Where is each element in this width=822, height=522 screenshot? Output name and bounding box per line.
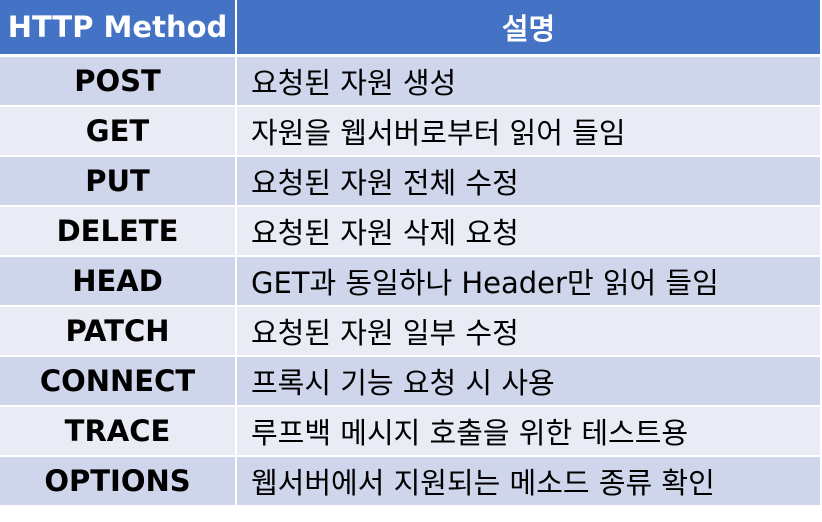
method-cell: PATCH bbox=[0, 306, 237, 357]
description-cell: 요청된 자원 일부 수정 bbox=[236, 306, 820, 357]
table-row-head: HEAD GET과 동일하나 Header만 읽어 들임 bbox=[0, 256, 820, 307]
description-cell: 요청된 자원 삭제 요청 bbox=[236, 206, 820, 257]
method-cell: OPTIONS bbox=[0, 456, 237, 507]
table-row-connect: CONNECT 프록시 기능 요청 시 사용 bbox=[0, 356, 820, 407]
method-cell: TRACE bbox=[0, 406, 237, 457]
description-cell: 요청된 자원 전체 수정 bbox=[236, 156, 820, 207]
description-cell: 루프백 메시지 호출을 위한 테스트용 bbox=[236, 406, 820, 457]
description-cell: 요청된 자원 생성 bbox=[236, 55, 820, 107]
table-row-delete: DELETE 요청된 자원 삭제 요청 bbox=[0, 206, 820, 257]
method-cell: HEAD bbox=[0, 256, 237, 307]
table-header-row: HTTP Method 설명 bbox=[0, 0, 820, 57]
description-cell: GET과 동일하나 Header만 읽어 들임 bbox=[236, 256, 820, 307]
table-row-trace: TRACE 루프백 메시지 호출을 위한 테스트용 bbox=[0, 406, 820, 457]
description-column-header: 설명 bbox=[236, 0, 820, 57]
method-cell: CONNECT bbox=[0, 356, 237, 407]
method-cell: POST bbox=[0, 55, 237, 107]
description-cell: 웹서버에서 지원되는 메소드 종류 확인 bbox=[236, 456, 820, 507]
method-cell: PUT bbox=[0, 156, 237, 207]
method-cell: GET bbox=[0, 106, 237, 157]
method-cell: DELETE bbox=[0, 206, 237, 257]
table-row-patch: PATCH 요청된 자원 일부 수정 bbox=[0, 306, 820, 357]
http-methods-table: HTTP Method 설명 POST 요청된 자원 생성 GET 자원을 웹서… bbox=[0, 0, 820, 507]
description-cell: 자원을 웹서버로부터 읽어 들임 bbox=[236, 106, 820, 157]
description-cell: 프록시 기능 요청 시 사용 bbox=[236, 356, 820, 407]
method-column-header: HTTP Method bbox=[0, 0, 237, 57]
table-row-post: POST 요청된 자원 생성 bbox=[0, 55, 820, 107]
table-row-put: PUT 요청된 자원 전체 수정 bbox=[0, 156, 820, 207]
table-row-options: OPTIONS 웹서버에서 지원되는 메소드 종류 확인 bbox=[0, 456, 820, 507]
table-row-get: GET 자원을 웹서버로부터 읽어 들임 bbox=[0, 106, 820, 157]
